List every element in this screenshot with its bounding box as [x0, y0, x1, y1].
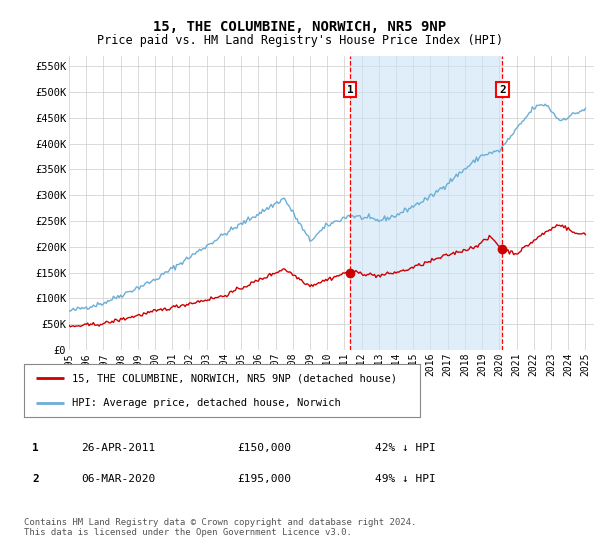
Text: 15, THE COLUMBINE, NORWICH, NR5 9NP: 15, THE COLUMBINE, NORWICH, NR5 9NP [154, 20, 446, 34]
Text: Price paid vs. HM Land Registry's House Price Index (HPI): Price paid vs. HM Land Registry's House … [97, 34, 503, 46]
Text: 06-MAR-2020: 06-MAR-2020 [81, 474, 155, 484]
Text: HPI: Average price, detached house, Norwich: HPI: Average price, detached house, Norw… [71, 398, 340, 408]
Text: 1: 1 [32, 443, 39, 453]
Text: 2: 2 [499, 85, 506, 95]
Bar [350, 56, 502, 350]
Text: 2: 2 [32, 474, 39, 484]
Text: 1: 1 [347, 85, 353, 95]
Text: £150,000: £150,000 [237, 443, 291, 453]
Text: 26-APR-2011: 26-APR-2011 [81, 443, 155, 453]
Text: 15, THE COLUMBINE, NORWICH, NR5 9NP (detached house): 15, THE COLUMBINE, NORWICH, NR5 9NP (det… [71, 374, 397, 384]
Text: 49% ↓ HPI: 49% ↓ HPI [375, 474, 436, 484]
Text: Contains HM Land Registry data © Crown copyright and database right 2024.
This d: Contains HM Land Registry data © Crown c… [24, 518, 416, 538]
Text: £195,000: £195,000 [237, 474, 291, 484]
Text: 42% ↓ HPI: 42% ↓ HPI [375, 443, 436, 453]
